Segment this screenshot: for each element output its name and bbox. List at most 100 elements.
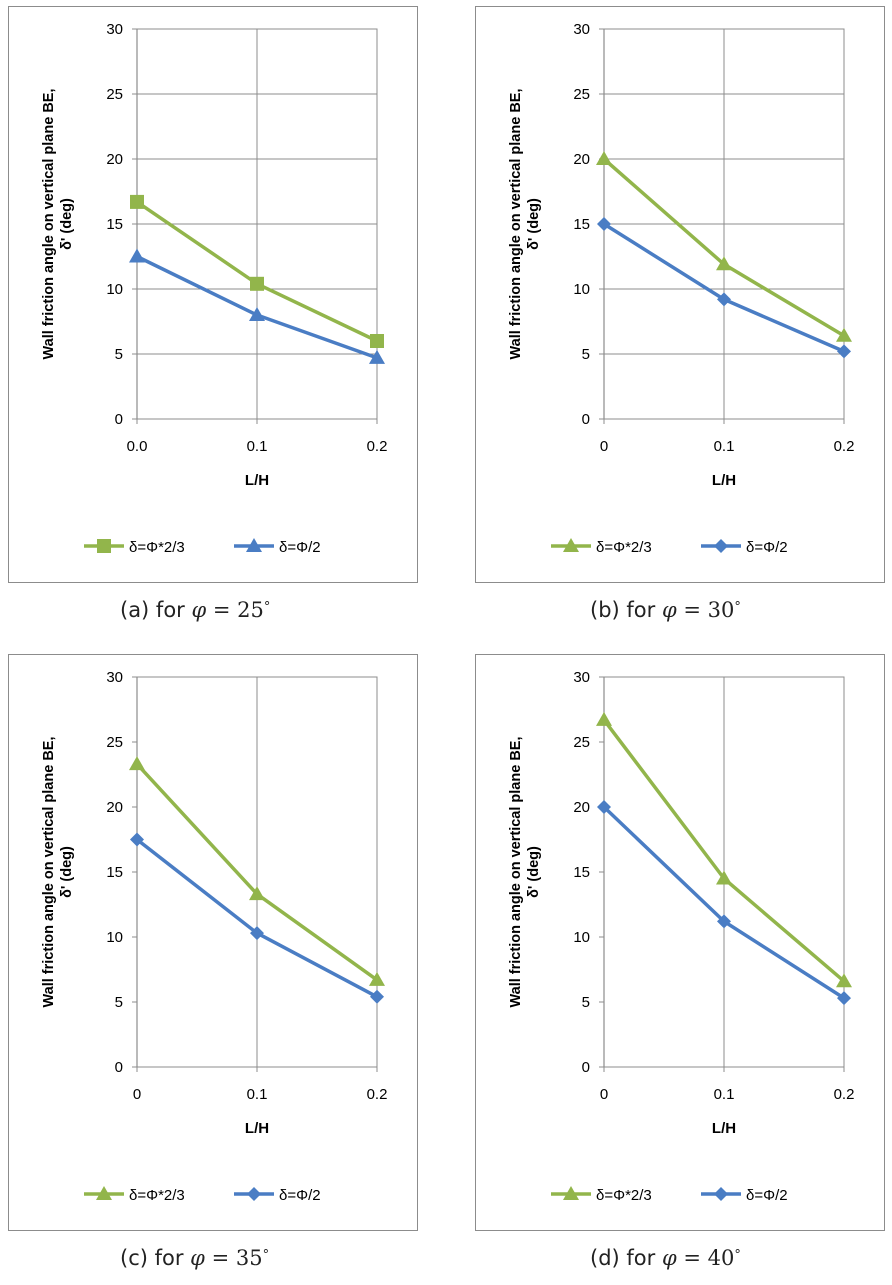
- caption-b-equals: =: [676, 598, 708, 622]
- legend-label-a-1: δ=Φ/2: [279, 539, 321, 556]
- data-point-c-1-2: [370, 989, 384, 1004]
- data-point-a-1-0: [129, 248, 145, 263]
- data-point-b-0-1: [716, 256, 732, 271]
- x-axis-title-d: L/H: [712, 1120, 736, 1137]
- data-point-c-1-1: [250, 926, 264, 941]
- data-point-d-0-1: [716, 870, 732, 885]
- y-axis-title-line1-d: Wall friction angle on vertical plane BE…: [508, 737, 524, 1008]
- data-point-b-1-1: [717, 292, 731, 307]
- caption-d-prefix: (d) for: [590, 1246, 662, 1270]
- y-tick-label-c-5: 25: [106, 734, 123, 751]
- y-tick-label-b-1: 5: [582, 346, 590, 363]
- y-axis-title-line1-c: Wall friction angle on vertical plane BE…: [41, 737, 57, 1008]
- x-tick-label-c-1: 0.1: [247, 1086, 268, 1103]
- caption-a: (a) for φ = 25°: [120, 598, 270, 622]
- x-tick-label-a-2: 0.2: [367, 438, 388, 455]
- x-tick-label-a-1: 0.1: [247, 438, 268, 455]
- data-point-a-0-1: [250, 276, 264, 291]
- legend-marker-a-0: [97, 539, 111, 553]
- chart-c-svg: 0 5 10 15 20 25 30 0 0.1 0.2 L/H Wall friction angl…: [41, 669, 388, 1204]
- y-tick-label-b-6: 30: [573, 21, 590, 38]
- caption-b-symbol: φ: [661, 598, 677, 622]
- caption-c-symbol: φ: [190, 1246, 205, 1270]
- caption-c-value: 35: [235, 1246, 263, 1270]
- x-tick-label-d-0: 0: [600, 1086, 608, 1103]
- legend-marker-b-1: [714, 539, 728, 553]
- legend-marker-a-1: [246, 538, 262, 552]
- x-tick-label-a-0: 0.0: [127, 438, 148, 455]
- y-axis-title-line2-d: δ' (deg): [526, 846, 542, 898]
- y-tick-label-d-1: 5: [582, 994, 590, 1011]
- y-tick-label-c-1: 5: [115, 994, 123, 1011]
- chart-panel-c: 0 5 10 15 20 25 30 0 0.1 0.2 L/H Wall friction angl…: [8, 654, 418, 1231]
- legend-label-b-1: δ=Φ/2: [746, 539, 788, 556]
- chart-d-svg: 0 5 10 15 20 25 30 0 0.1 0.2 L/H Wall friction angl…: [508, 669, 854, 1204]
- y-tick-label-d-0: 0: [582, 1059, 590, 1076]
- y-tick-label-d-3: 15: [573, 864, 590, 881]
- caption-b-unit: °: [734, 600, 741, 615]
- legend-marker-d-1: [714, 1187, 728, 1201]
- caption-b-prefix: (b) for: [590, 598, 662, 622]
- chart-panel-b: 0 5 10 15 20 25 30 0 0.1 0.2 L/H Wall friction angl…: [475, 6, 885, 583]
- data-point-a-1-1: [249, 307, 265, 321]
- data-point-a-0-0: [130, 194, 144, 209]
- legend-marker-d-0: [563, 1186, 579, 1200]
- y-tick-label-a-5: 25: [106, 86, 123, 103]
- data-point-d-1-1: [717, 914, 731, 929]
- legend-marker-b-0: [563, 538, 579, 552]
- caption-a-unit: °: [263, 600, 271, 615]
- caption-a-symbol: φ: [191, 598, 207, 622]
- x-tick-label-c-2: 0.2: [367, 1086, 388, 1103]
- chart-a-svg: 0 5 10 15 20 25 30 0.0 0.1 0.2 L/H Wall friction an…: [41, 21, 388, 556]
- data-point-c-0-2: [369, 971, 385, 986]
- data-point-d-1-0: [597, 800, 611, 814]
- y-axis-title-line2-c: δ' (deg): [59, 846, 75, 898]
- x-tick-label-d-1: 0.1: [714, 1086, 735, 1103]
- y-tick-label-c-6: 30: [106, 669, 123, 686]
- y-tick-label-d-6: 30: [573, 669, 590, 686]
- caption-c-prefix: (c) for: [120, 1246, 191, 1270]
- y-tick-label-c-4: 20: [106, 799, 123, 816]
- chart-panel-a: 0 5 10 15 20 25 30 0.0 0.1 0.2 L/H Wall friction an…: [8, 6, 418, 583]
- x-tick-label-b-2: 0.2: [834, 438, 855, 455]
- x-tick-label-b-0: 0: [600, 438, 608, 455]
- data-point-c-0-1: [249, 886, 265, 901]
- y-tick-label-c-2: 10: [106, 929, 123, 946]
- data-point-d-1-2: [837, 991, 851, 1006]
- y-tick-label-b-5: 25: [573, 86, 590, 103]
- data-point-b-0-0: [596, 151, 612, 165]
- x-tick-label-c-0: 0: [133, 1086, 141, 1103]
- y-axis-title-line1-a: Wall friction angle on vertical plane BE…: [41, 89, 57, 360]
- caption-d-equals: =: [676, 1246, 708, 1270]
- legend-label-d-1: δ=Φ/2: [746, 1187, 788, 1204]
- data-point-c-1-0: [130, 832, 144, 847]
- caption-a-equals: =: [206, 598, 238, 622]
- legend-label-a-0: δ=Φ*2/3: [129, 539, 185, 556]
- caption-c-equals: =: [204, 1246, 236, 1270]
- y-tick-label-d-4: 20: [573, 799, 590, 816]
- y-tick-label-b-0: 0: [582, 411, 590, 428]
- data-point-d-0-0: [596, 711, 612, 726]
- legend-label-d-0: δ=Φ*2/3: [596, 1187, 652, 1204]
- data-point-a-0-2: [370, 334, 384, 348]
- data-point-d-0-2: [836, 973, 852, 988]
- legend-label-c-1: δ=Φ/2: [279, 1187, 321, 1204]
- y-tick-label-a-6: 30: [106, 21, 123, 38]
- y-tick-label-d-2: 10: [573, 929, 590, 946]
- caption-b: (b) for φ = 30°: [590, 598, 741, 622]
- y-tick-label-a-3: 15: [106, 216, 123, 233]
- legend-marker-c-1: [247, 1187, 261, 1201]
- y-tick-label-a-4: 20: [106, 151, 123, 168]
- caption-a-prefix: (a) for: [120, 598, 192, 622]
- legend-label-c-0: δ=Φ*2/3: [129, 1187, 185, 1204]
- y-tick-label-b-3: 15: [573, 216, 590, 233]
- y-axis-title-line2-a: δ' (deg): [59, 198, 75, 250]
- x-axis-title-a: L/H: [245, 472, 269, 489]
- x-tick-label-b-1: 0.1: [714, 438, 735, 455]
- y-tick-label-d-5: 25: [573, 734, 590, 751]
- data-point-b-1-0: [597, 217, 611, 231]
- caption-d-value: 40: [707, 1246, 735, 1270]
- chart-panel-d: 0 5 10 15 20 25 30 0 0.1 0.2 L/H Wall friction angl…: [475, 654, 885, 1231]
- y-tick-label-a-2: 10: [106, 281, 123, 298]
- y-tick-label-b-4: 20: [573, 151, 590, 168]
